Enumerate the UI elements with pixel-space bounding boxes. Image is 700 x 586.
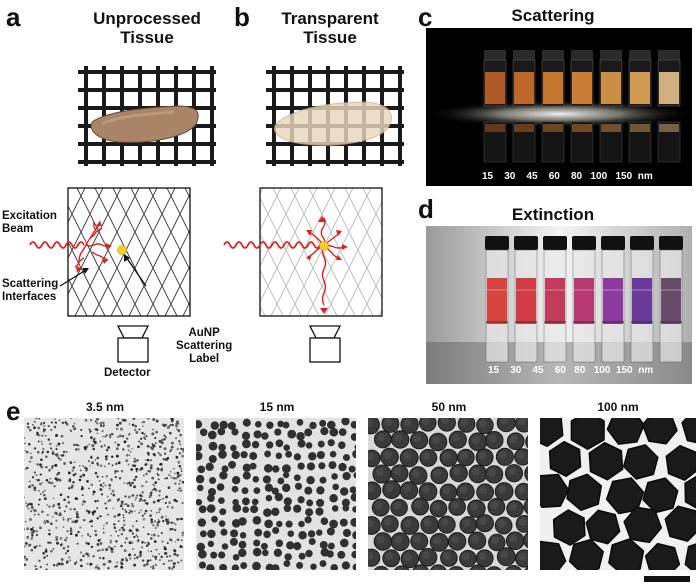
- panel-b-title: Transparent Tissue: [250, 9, 410, 47]
- panel-b-title-line1: Transparent: [281, 9, 379, 28]
- extinction-vial: [630, 236, 654, 363]
- size-label: 30: [504, 171, 516, 182]
- aunp-line3: Label: [189, 353, 220, 366]
- panel-label-e: e: [6, 396, 21, 426]
- aunp-line2: Scattering: [176, 340, 233, 353]
- panel-label-b: b: [234, 2, 250, 32]
- scattering-vial: [657, 50, 681, 163]
- scattering-line1: Scattering: [2, 278, 59, 290]
- extinction-vial: [572, 236, 596, 363]
- size-label: 60: [548, 171, 560, 182]
- extinction-vial: [543, 236, 567, 363]
- unprocessed-schematic: [29, 187, 191, 363]
- excitation-line2: Beam: [2, 223, 34, 236]
- size-label: 80: [571, 171, 583, 182]
- aunp-label: AuNP Scattering Label: [176, 327, 232, 367]
- excitation-line1: Excitation: [2, 210, 57, 222]
- panel-a-title-line1: Unprocessed: [93, 9, 201, 28]
- scattering-interfaces-label: Scattering Interfaces: [2, 278, 58, 304]
- extinction-vial: [659, 236, 683, 363]
- extinction-vial: [514, 236, 538, 363]
- extinction-size-labels: 15 30 45 60 80 100 150 nm: [488, 365, 653, 376]
- transparent-schematic: [223, 187, 383, 363]
- size-label: 45: [532, 365, 544, 376]
- tem-caption-50nm: 50 nm: [431, 400, 467, 414]
- detector-label: Detector: [104, 367, 151, 379]
- panel-a-title: Unprocessed Tissue: [62, 9, 232, 47]
- size-label: 100: [593, 365, 611, 376]
- size-label: 15: [482, 171, 494, 182]
- panel-c-title: Scattering: [511, 6, 595, 25]
- tem-image-50nm: [368, 418, 528, 570]
- tem-image-3-5nm: [24, 418, 184, 570]
- panel-d-title: Extinction: [511, 205, 595, 224]
- extinction-photo: 15 30 45 60 80 100 150 nm: [426, 226, 692, 384]
- scattering-vial: [541, 50, 565, 163]
- scattering-vial: [599, 50, 623, 163]
- extinction-vial: [601, 236, 625, 363]
- tem-caption-3-5nm: 3.5 nm: [85, 400, 124, 414]
- size-label: 100: [590, 171, 608, 182]
- unit-label: nm: [638, 365, 654, 376]
- tem-image-100nm: [540, 418, 696, 570]
- scattering-vial: [483, 50, 507, 163]
- tem-caption-15nm: 15 nm: [259, 400, 295, 414]
- tem-caption-100nm: 100 nm: [597, 400, 639, 414]
- transparent-tissue-photo: [266, 66, 404, 166]
- size-label: 15: [488, 365, 500, 376]
- panel-label-a: a: [6, 2, 21, 32]
- extinction-vial: [485, 236, 509, 363]
- size-label: 150: [615, 365, 633, 376]
- excitation-beam-label: Excitation Beam: [2, 210, 57, 236]
- scattering-vial: [570, 50, 594, 163]
- panel-label-d: d: [418, 194, 434, 224]
- size-label: 45: [526, 171, 538, 182]
- panel-label-c: c: [418, 2, 433, 32]
- panel-b-title-line2: Tissue: [303, 27, 357, 47]
- panel-a-title-line2: Tissue: [120, 27, 174, 47]
- size-label: 60: [554, 365, 566, 376]
- aunp-line1: AuNP: [188, 327, 220, 339]
- scattering-vial: [512, 50, 536, 163]
- scattering-photo: 15 30 45 60 80 100 150 nm: [426, 28, 692, 186]
- scattering-vial: [628, 50, 652, 163]
- tem-image-15nm: [196, 418, 356, 570]
- unprocessed-tissue-photo: [78, 66, 216, 166]
- scattering-size-labels: 15 30 45 60 80 100 150 nm: [482, 171, 653, 182]
- size-label: 30: [510, 365, 522, 376]
- unit-label: nm: [637, 171, 653, 182]
- size-label: 150: [615, 171, 633, 182]
- size-label: 80: [574, 365, 586, 376]
- scale-bar: [644, 576, 690, 582]
- scattering-line2: Interfaces: [2, 291, 57, 304]
